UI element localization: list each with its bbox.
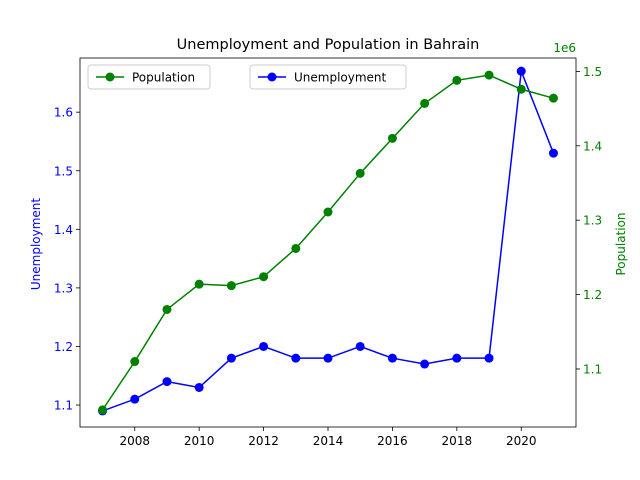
legends: Population Unemployment xyxy=(87,64,407,90)
population-point xyxy=(291,243,301,253)
legend-box xyxy=(87,64,211,90)
unemployment-point xyxy=(355,341,365,351)
population-point xyxy=(162,304,172,314)
x-tick-label: 2014 xyxy=(313,434,344,448)
right-axis-title: Population xyxy=(614,212,628,275)
unemployment-point xyxy=(226,353,236,363)
population-point xyxy=(130,357,140,367)
population-point xyxy=(323,207,333,217)
right-tick-label: 1.1 xyxy=(583,362,602,376)
x-tick-label: 2010 xyxy=(184,434,215,448)
population-point xyxy=(98,405,108,415)
x-tick-label: 2016 xyxy=(377,434,408,448)
x-tick-label: 2012 xyxy=(248,434,279,448)
unemployment-point xyxy=(516,66,526,76)
unemployment-point xyxy=(484,353,494,363)
x-tick-label: 2008 xyxy=(119,434,150,448)
right-axis-offset-text: 1e6 xyxy=(553,41,576,55)
chart-title: Unemployment and Population in Bahrain xyxy=(177,37,480,53)
left-tick-label: 1.5 xyxy=(54,164,73,178)
unemployment-point xyxy=(130,394,140,404)
right-tick-label: 1.4 xyxy=(583,139,602,153)
left-tick-label: 1.4 xyxy=(54,223,73,237)
left-tick-label: 1.2 xyxy=(54,340,73,354)
x-tick-label: 2018 xyxy=(442,434,473,448)
population-point xyxy=(548,93,558,103)
population-point xyxy=(259,272,269,282)
population-point xyxy=(355,168,365,178)
unemployment-point xyxy=(162,377,172,387)
legend-label: Population xyxy=(132,71,195,85)
plot-area: 2008 2010 2012 2014 2016 2018 2020 1.1 1.2 1.3 1.4… xyxy=(54,57,602,448)
population-point xyxy=(387,133,397,143)
legend-marker-swatch xyxy=(105,72,115,82)
plot-frame xyxy=(79,57,577,428)
right-tick-label: 1.3 xyxy=(583,214,602,228)
unemployment-point xyxy=(387,353,397,363)
population-point xyxy=(484,70,494,80)
legend-marker-swatch xyxy=(267,72,277,82)
unemployment-point xyxy=(194,382,204,392)
left-axis-title: Unemployment xyxy=(29,198,43,291)
legend-population: Population xyxy=(87,64,211,90)
unemployment-point xyxy=(291,353,301,363)
population-point xyxy=(226,281,236,291)
legend-box xyxy=(249,64,407,90)
unemployment-point xyxy=(259,341,269,351)
x-tick-label: 2020 xyxy=(506,434,537,448)
left-tick-label: 1.6 xyxy=(54,106,73,120)
population-point xyxy=(194,279,204,289)
population-point xyxy=(420,98,430,108)
legend-label: Unemployment xyxy=(294,71,387,85)
unemployment-point xyxy=(548,148,558,158)
unemployment-point xyxy=(452,353,462,363)
legend-unemployment: Unemployment xyxy=(249,64,407,90)
unemployment-point xyxy=(323,353,333,363)
left-tick-label: 1.1 xyxy=(54,399,73,413)
unemployment-point xyxy=(420,359,430,369)
population-point xyxy=(452,75,462,85)
population-point xyxy=(516,84,526,94)
right-tick-label: 1.2 xyxy=(583,288,602,302)
left-tick-label: 1.3 xyxy=(54,281,73,295)
right-tick-label: 1.5 xyxy=(583,65,602,79)
